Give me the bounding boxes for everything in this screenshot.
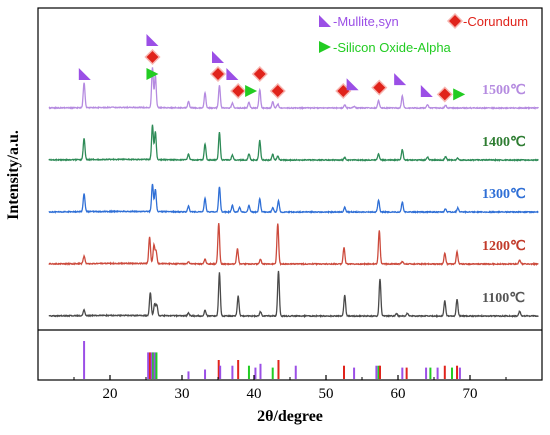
series-label: 1400℃ — [482, 135, 526, 150]
peak-marker — [436, 86, 453, 103]
series-label: 1300℃ — [482, 187, 526, 202]
y-axis-title: Intensity/a.u. — [5, 130, 22, 220]
legend-marker — [319, 41, 331, 53]
peak-marker — [420, 85, 433, 97]
peak-marker — [453, 88, 466, 101]
peak-marker — [230, 82, 247, 100]
peak-marker — [245, 85, 258, 97]
peak-marker — [251, 65, 268, 83]
curve-labels: 1100℃ 1200℃ 1300℃ 1400℃ 1500℃ — [482, 83, 526, 306]
xrd-curves — [48, 67, 539, 319]
series-label: 1200℃ — [482, 239, 526, 254]
x-tick-label: 70 — [463, 386, 478, 402]
x-axis-ticks: 20 30 40 50 60 70 — [73, 375, 507, 402]
x-tick-label: 40 — [247, 386, 262, 402]
series-line — [48, 183, 539, 215]
peak-marker — [146, 68, 159, 80]
peak-marker — [78, 68, 91, 80]
peak-marker — [226, 68, 239, 80]
peak-markers — [78, 34, 466, 103]
x-tick-label: 60 — [391, 386, 406, 402]
peak-marker — [346, 78, 359, 91]
peak-marker — [371, 79, 388, 96]
peak-marker — [146, 34, 159, 46]
legend-marker — [446, 12, 464, 30]
x-axis-title: 2θ/degree — [257, 408, 323, 425]
peak-marker — [212, 51, 224, 63]
peak-marker — [269, 82, 286, 100]
peak-marker — [394, 73, 407, 86]
legend-label: -Mullite,syn — [333, 14, 399, 29]
x-tick-label: 30 — [175, 386, 190, 402]
series-label: 1100℃ — [482, 291, 525, 306]
legend: -Mullite,syn -Corundum -Silicon Oxide-Alph… — [319, 12, 528, 55]
x-tick-label: 50 — [319, 386, 334, 402]
peak-marker — [144, 48, 161, 66]
series-line — [48, 67, 539, 110]
legend-label: -Corundum — [463, 14, 528, 29]
series-line — [48, 270, 539, 319]
series-line — [48, 223, 539, 267]
peak-marker — [209, 65, 227, 83]
reference-lines — [83, 341, 461, 379]
legend-marker — [319, 15, 331, 27]
series-line — [48, 124, 539, 163]
plot-frame — [37, 7, 543, 381]
legend-label: -Silicon Oxide-Alpha — [333, 40, 452, 55]
x-tick-label: 20 — [103, 386, 118, 402]
series-label: 1500℃ — [482, 83, 526, 98]
